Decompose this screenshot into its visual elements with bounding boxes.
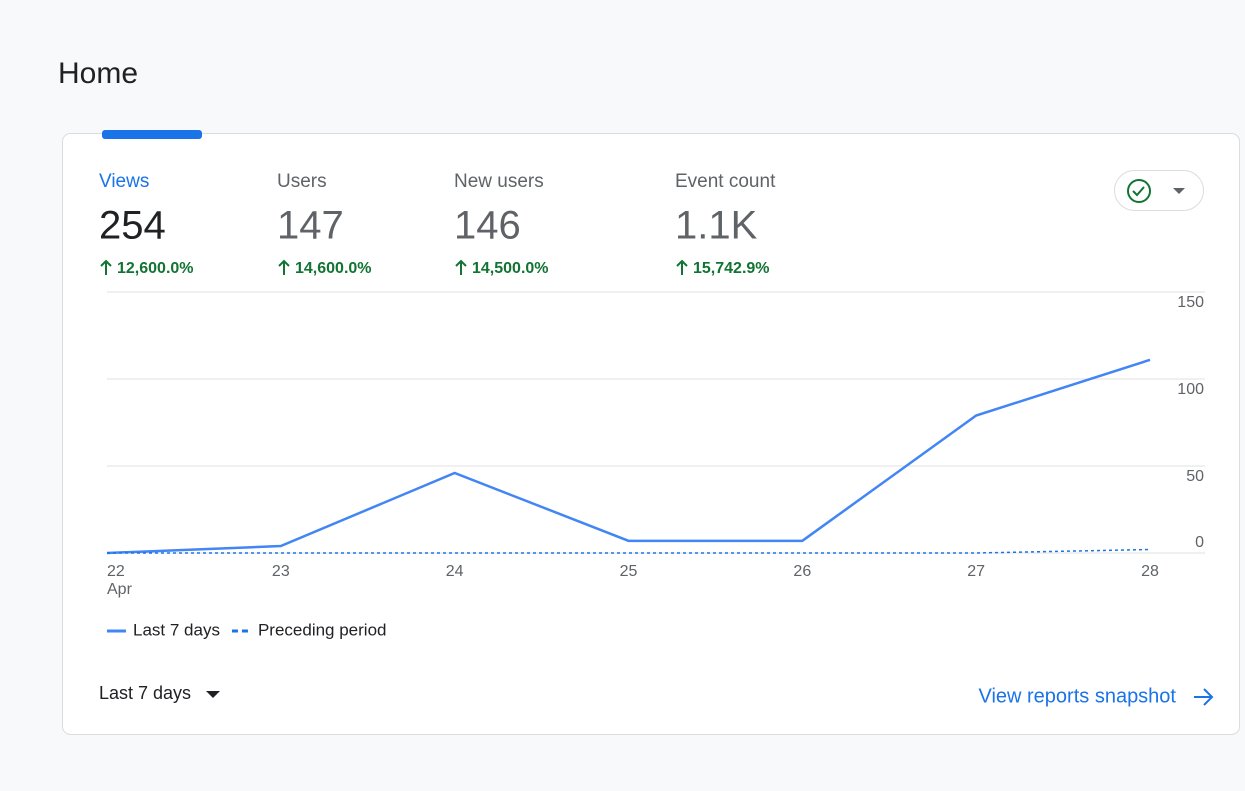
metric-change: 14,600.0% xyxy=(295,260,372,277)
metric-tab[interactable]: Event count 1.1K 15,742.9% xyxy=(675,171,776,277)
metric-value: 147 xyxy=(277,204,344,248)
x-tick-label: 27 xyxy=(967,563,985,580)
x-tick-label: 22 xyxy=(107,563,125,580)
legend-label: Last 7 days xyxy=(133,620,220,639)
metric-tab[interactable]: New users 146 14,500.0% xyxy=(454,171,549,277)
metric-label: New users xyxy=(454,171,544,192)
metric-change: 15,742.9% xyxy=(693,260,770,277)
y-tick-label: 50 xyxy=(1186,468,1204,485)
up-arrow xyxy=(100,259,112,275)
metric-label: Views xyxy=(99,171,149,192)
metric-label: Users xyxy=(277,171,327,192)
y-tick-label: 150 xyxy=(1177,294,1204,311)
arrow-icon xyxy=(1194,688,1214,706)
x-tick-label: 28 xyxy=(1141,563,1159,580)
metric-change: 14,500.0% xyxy=(472,260,549,277)
check-mark xyxy=(1132,186,1145,197)
x-tick-label: 23 xyxy=(272,563,290,580)
metric-change: 12,600.0% xyxy=(117,260,194,277)
metric-value: 1.1K xyxy=(675,204,758,248)
card xyxy=(62,133,1240,735)
link-text: View reports snapshot xyxy=(978,685,1176,707)
range-label: Last 7 days xyxy=(99,683,191,703)
x-tick-label: 25 xyxy=(620,563,638,580)
snapshot-link[interactable]: View reports snapshot xyxy=(978,685,1214,707)
metric-tab[interactable]: Users 147 14,600.0% xyxy=(277,171,372,277)
range-selector[interactable]: Last 7 days xyxy=(99,683,220,703)
metric-value: 146 xyxy=(454,204,521,248)
up-arrow xyxy=(676,259,688,275)
y-tick-label: 0 xyxy=(1195,534,1204,551)
caret xyxy=(1173,188,1185,194)
series-line xyxy=(106,358,1151,555)
up-arrow xyxy=(455,259,467,275)
up-arrow xyxy=(278,259,290,275)
compare-button[interactable] xyxy=(1114,170,1204,211)
x-tick-label: 26 xyxy=(793,563,811,580)
metric-value: 254 xyxy=(99,204,166,248)
x-tick-label: 24 xyxy=(446,563,464,580)
check-icon xyxy=(1127,179,1151,203)
x-sublabel: Apr xyxy=(107,581,133,598)
metric-label: Event count xyxy=(675,171,776,192)
legend-label: Preceding period xyxy=(258,620,387,639)
caret xyxy=(206,691,220,698)
page-title: Home xyxy=(58,57,138,90)
metric-tab[interactable]: Views 254 12,600.0% xyxy=(99,171,194,277)
tab-indicator xyxy=(102,130,202,139)
y-tick-label: 100 xyxy=(1177,381,1204,398)
